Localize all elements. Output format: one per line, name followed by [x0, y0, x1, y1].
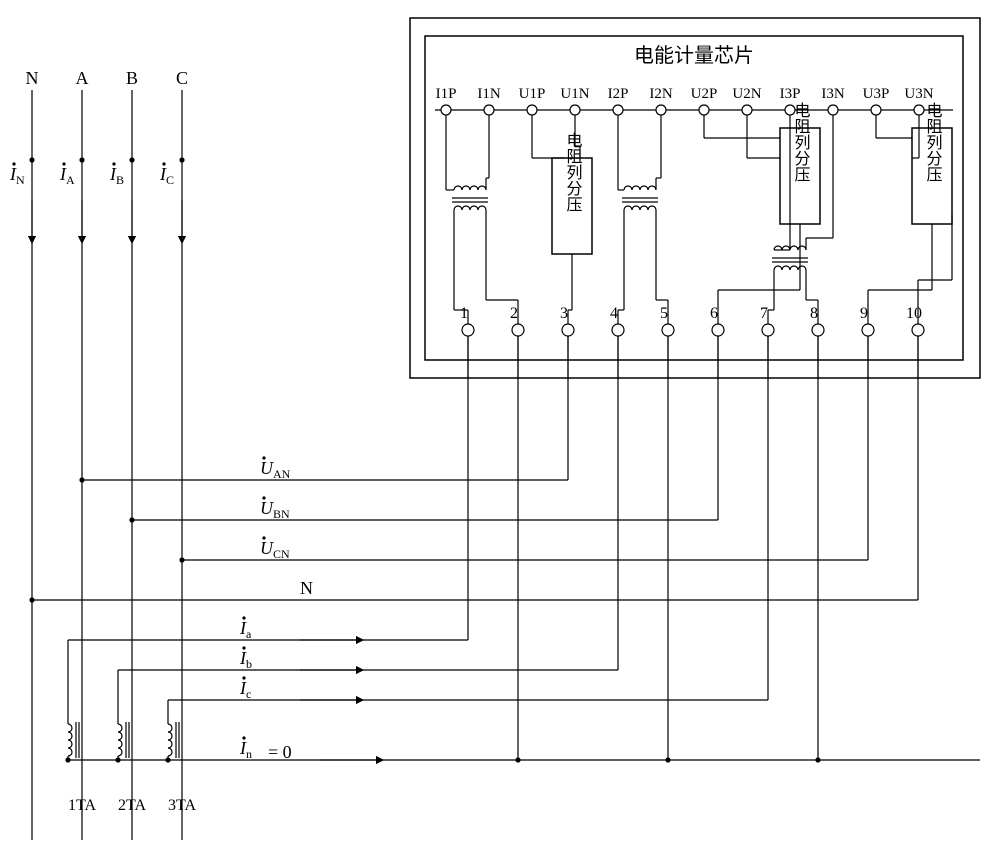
terminal-8: 8 — [810, 305, 818, 322]
terminal-2: 2 — [510, 305, 518, 322]
svg-text:N: N — [26, 68, 39, 88]
pin-I3P: I3P — [780, 86, 801, 102]
terminal-4: 4 — [610, 305, 618, 322]
terminal-1: 1 — [460, 305, 468, 322]
pin-I1P: I1P — [436, 86, 457, 102]
pin-I2N: I2N — [649, 86, 672, 102]
ct-label-1TA: 1TA — [68, 797, 96, 814]
svg-text:Ib: Ib — [239, 648, 252, 671]
pin-U1N: U1N — [560, 86, 589, 102]
svg-text:IA: IA — [59, 164, 75, 187]
svg-text:C: C — [176, 68, 188, 88]
svg-text:UAN: UAN — [260, 458, 291, 481]
terminal-9: 9 — [860, 305, 868, 322]
svg-text:IC: IC — [159, 164, 174, 187]
chip-inner-box — [425, 36, 963, 360]
svg-text:N: N — [300, 578, 313, 598]
pin-U2N: U2N — [732, 86, 761, 102]
svg-text:Ia: Ia — [239, 618, 252, 641]
svg-text:= 0: = 0 — [268, 742, 292, 762]
svg-text:In: In — [239, 738, 252, 761]
pin-U3N: U3N — [904, 86, 933, 102]
svg-text:UCN: UCN — [260, 538, 290, 561]
pin-U2P: U2P — [691, 86, 718, 102]
ct-label-3TA: 3TA — [168, 797, 196, 814]
terminal-3: 3 — [560, 305, 568, 322]
svg-text:UBN: UBN — [260, 498, 290, 521]
pin-U3P: U3P — [863, 86, 890, 102]
chip-outer-box — [410, 18, 980, 378]
svg-text:IN: IN — [9, 164, 25, 187]
svg-text:A: A — [76, 68, 89, 88]
svg-text:B: B — [126, 68, 138, 88]
divider-box-2: 电阻列分压 — [792, 102, 811, 182]
pin-U1P: U1P — [519, 86, 546, 102]
pin-I3N: I3N — [821, 86, 844, 102]
terminal-10: 10 — [906, 305, 922, 322]
pin-I1N: I1N — [477, 86, 500, 102]
svg-text:IB: IB — [109, 164, 124, 187]
pin-I2P: I2P — [608, 86, 629, 102]
ct-label-2TA: 2TA — [118, 797, 146, 814]
chip-title: 电能计量芯片 — [634, 44, 754, 67]
svg-text:Ic: Ic — [239, 678, 251, 701]
terminal-6: 6 — [710, 305, 718, 322]
terminal-5: 5 — [660, 305, 668, 322]
circuit-diagram: 电能计量芯片 I1P I1N U1P U1N I2P I2N U2P U2N I3P I3N U3P U… — [0, 0, 1000, 855]
terminal-7: 7 — [760, 305, 768, 322]
divider-box-3: 电阻列分压 — [924, 102, 943, 182]
divider-box-1: 电阻列分压 — [564, 132, 583, 212]
